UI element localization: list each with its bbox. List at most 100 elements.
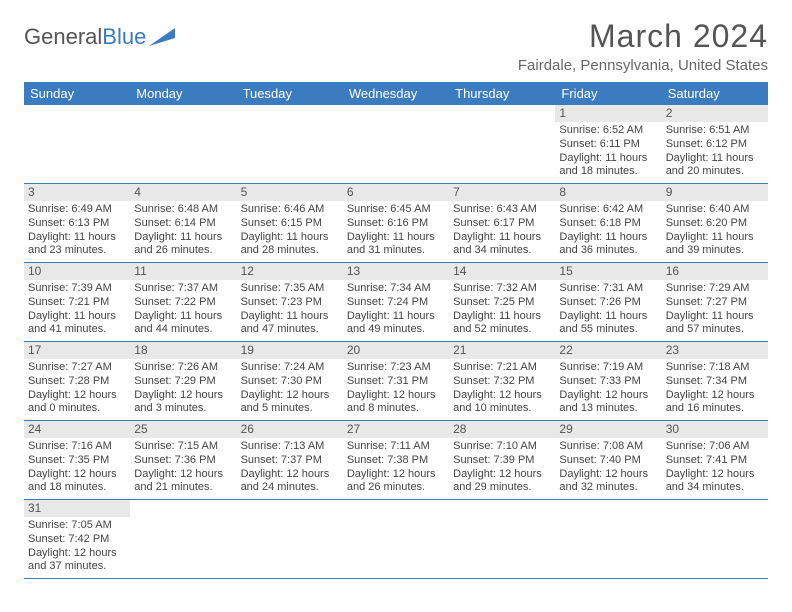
day-number: 14 (449, 263, 555, 280)
sunrise-line: Sunrise: 6:51 AM (666, 124, 764, 138)
day-number: 29 (555, 421, 661, 438)
day-body: Sunrise: 7:27 AMSunset: 7:28 PMDaylight:… (24, 359, 130, 420)
sunset-line: Sunset: 7:23 PM (241, 296, 339, 310)
sunrise-line: Sunrise: 7:29 AM (666, 282, 764, 296)
day-number: 23 (662, 342, 768, 359)
day-cell (24, 105, 130, 183)
day-number: 6 (343, 184, 449, 201)
sunset-line: Sunset: 7:28 PM (28, 375, 126, 389)
sunrise-line: Sunrise: 7:31 AM (559, 282, 657, 296)
day-number: 15 (555, 263, 661, 280)
day-cell: 30Sunrise: 7:06 AMSunset: 7:41 PMDayligh… (662, 421, 768, 499)
sunset-line: Sunset: 7:38 PM (347, 454, 445, 468)
sunrise-line: Sunrise: 7:37 AM (134, 282, 232, 296)
sunrise-line: Sunrise: 7:06 AM (666, 440, 764, 454)
day-body: Sunrise: 7:24 AMSunset: 7:30 PMDaylight:… (237, 359, 343, 420)
sunrise-line: Sunrise: 7:24 AM (241, 361, 339, 375)
daylight-line: Daylight: 12 hours and 13 minutes. (559, 389, 657, 417)
day-cell: 21Sunrise: 7:21 AMSunset: 7:32 PMDayligh… (449, 342, 555, 420)
header: GeneralBlue March 2024 Fairdale, Pennsyl… (24, 18, 768, 74)
sunrise-line: Sunrise: 7:26 AM (134, 361, 232, 375)
day-body: Sunrise: 7:37 AMSunset: 7:22 PMDaylight:… (130, 280, 236, 341)
sunset-line: Sunset: 7:36 PM (134, 454, 232, 468)
sunrise-line: Sunrise: 6:49 AM (28, 203, 126, 217)
day-of-week-cell: Thursday (449, 82, 555, 105)
sunset-line: Sunset: 6:20 PM (666, 217, 764, 231)
sunset-line: Sunset: 7:41 PM (666, 454, 764, 468)
sunrise-line: Sunrise: 6:45 AM (347, 203, 445, 217)
day-body: Sunrise: 7:10 AMSunset: 7:39 PMDaylight:… (449, 438, 555, 499)
daylight-line: Daylight: 12 hours and 29 minutes. (453, 468, 551, 496)
day-of-week-cell: Monday (130, 82, 236, 105)
sunset-line: Sunset: 7:31 PM (347, 375, 445, 389)
sunrise-line: Sunrise: 7:15 AM (134, 440, 232, 454)
day-body: Sunrise: 6:52 AMSunset: 6:11 PMDaylight:… (555, 122, 661, 183)
day-cell: 23Sunrise: 7:18 AMSunset: 7:34 PMDayligh… (662, 342, 768, 420)
day-cell: 26Sunrise: 7:13 AMSunset: 7:37 PMDayligh… (237, 421, 343, 499)
day-number: 17 (24, 342, 130, 359)
day-cell: 2Sunrise: 6:51 AMSunset: 6:12 PMDaylight… (662, 105, 768, 183)
day-cell: 6Sunrise: 6:45 AMSunset: 6:16 PMDaylight… (343, 184, 449, 262)
day-body: Sunrise: 7:16 AMSunset: 7:35 PMDaylight:… (24, 438, 130, 499)
day-cell: 8 Sunrise: 6:42 AMSunset: 6:18 PMDaylight… (555, 184, 661, 262)
sunset-line: Sunset: 7:26 PM (559, 296, 657, 310)
day-cell: 14Sunrise: 7:32 AMSunset: 7:25 PMDayligh… (449, 263, 555, 341)
day-cell (449, 105, 555, 183)
day-number: 18 (130, 342, 236, 359)
day-cell: 11Sunrise: 7:37 AMSunset: 7:22 PMDayligh… (130, 263, 236, 341)
flag-icon (149, 28, 175, 46)
sunrise-line: Sunrise: 7:08 AM (559, 440, 657, 454)
day-of-week-cell: Friday (555, 82, 661, 105)
day-body: Sunrise: 7:11 AMSunset: 7:38 PMDaylight:… (343, 438, 449, 499)
day-cell (449, 500, 555, 578)
day-cell: 5Sunrise: 6:46 AMSunset: 6:15 PMDaylight… (237, 184, 343, 262)
daylight-line: Daylight: 12 hours and 18 minutes. (28, 468, 126, 496)
day-number: 3 (24, 184, 130, 201)
day-body: Sunrise: 7:32 AMSunset: 7:25 PMDaylight:… (449, 280, 555, 341)
day-body: Sunrise: 7:05 AMSunset: 7:42 PMDaylight:… (24, 517, 130, 578)
month-title: March 2024 (518, 18, 768, 55)
sunrise-line: Sunrise: 7:18 AM (666, 361, 764, 375)
sunrise-line: Sunrise: 7:05 AM (28, 519, 126, 533)
daylight-line: Daylight: 12 hours and 8 minutes. (347, 389, 445, 417)
day-of-week-cell: Sunday (24, 82, 130, 105)
sunrise-line: Sunrise: 6:42 AM (559, 203, 657, 217)
sunrise-line: Sunrise: 7:39 AM (28, 282, 126, 296)
sunset-line: Sunset: 7:42 PM (28, 533, 126, 547)
sunset-line: Sunset: 7:27 PM (666, 296, 764, 310)
day-number: 8 (555, 184, 661, 201)
daylight-line: Daylight: 12 hours and 3 minutes. (134, 389, 232, 417)
daylight-line: Daylight: 11 hours and 36 minutes. (559, 231, 657, 259)
day-cell: 9Sunrise: 6:40 AMSunset: 6:20 PMDaylight… (662, 184, 768, 262)
day-of-week-row: SundayMondayTuesdayWednesdayThursdayFrid… (24, 82, 768, 105)
day-body: Sunrise: 7:34 AMSunset: 7:24 PMDaylight:… (343, 280, 449, 341)
day-cell: 17Sunrise: 7:27 AMSunset: 7:28 PMDayligh… (24, 342, 130, 420)
day-cell: 27Sunrise: 7:11 AMSunset: 7:38 PMDayligh… (343, 421, 449, 499)
weeks-container: 1Sunrise: 6:52 AMSunset: 6:11 PMDaylight… (24, 105, 768, 579)
sunset-line: Sunset: 6:13 PM (28, 217, 126, 231)
day-of-week-cell: Saturday (662, 82, 768, 105)
daylight-line: Daylight: 12 hours and 34 minutes. (666, 468, 764, 496)
sunset-line: Sunset: 6:11 PM (559, 138, 657, 152)
day-of-week-cell: Wednesday (343, 82, 449, 105)
brand-word1: General (24, 24, 102, 50)
day-number: 26 (237, 421, 343, 438)
day-cell (237, 105, 343, 183)
day-body: Sunrise: 6:40 AMSunset: 6:20 PMDaylight:… (662, 201, 768, 262)
sunrise-line: Sunrise: 7:32 AM (453, 282, 551, 296)
daylight-line: Daylight: 11 hours and 26 minutes. (134, 231, 232, 259)
daylight-line: Daylight: 11 hours and 49 minutes. (347, 310, 445, 338)
day-cell: 10Sunrise: 7:39 AMSunset: 7:21 PMDayligh… (24, 263, 130, 341)
sunset-line: Sunset: 7:37 PM (241, 454, 339, 468)
day-cell: 4Sunrise: 6:48 AMSunset: 6:14 PMDaylight… (130, 184, 236, 262)
daylight-line: Daylight: 11 hours and 44 minutes. (134, 310, 232, 338)
day-cell: 25Sunrise: 7:15 AMSunset: 7:36 PMDayligh… (130, 421, 236, 499)
day-cell: 22Sunrise: 7:19 AMSunset: 7:33 PMDayligh… (555, 342, 661, 420)
sunrise-line: Sunrise: 6:43 AM (453, 203, 551, 217)
sunset-line: Sunset: 6:18 PM (559, 217, 657, 231)
day-body: Sunrise: 7:29 AMSunset: 7:27 PMDaylight:… (662, 280, 768, 341)
day-body: Sunrise: 7:15 AMSunset: 7:36 PMDaylight:… (130, 438, 236, 499)
daylight-line: Daylight: 12 hours and 26 minutes. (347, 468, 445, 496)
week-row: 1Sunrise: 6:52 AMSunset: 6:11 PMDaylight… (24, 105, 768, 184)
day-of-week-cell: Tuesday (237, 82, 343, 105)
